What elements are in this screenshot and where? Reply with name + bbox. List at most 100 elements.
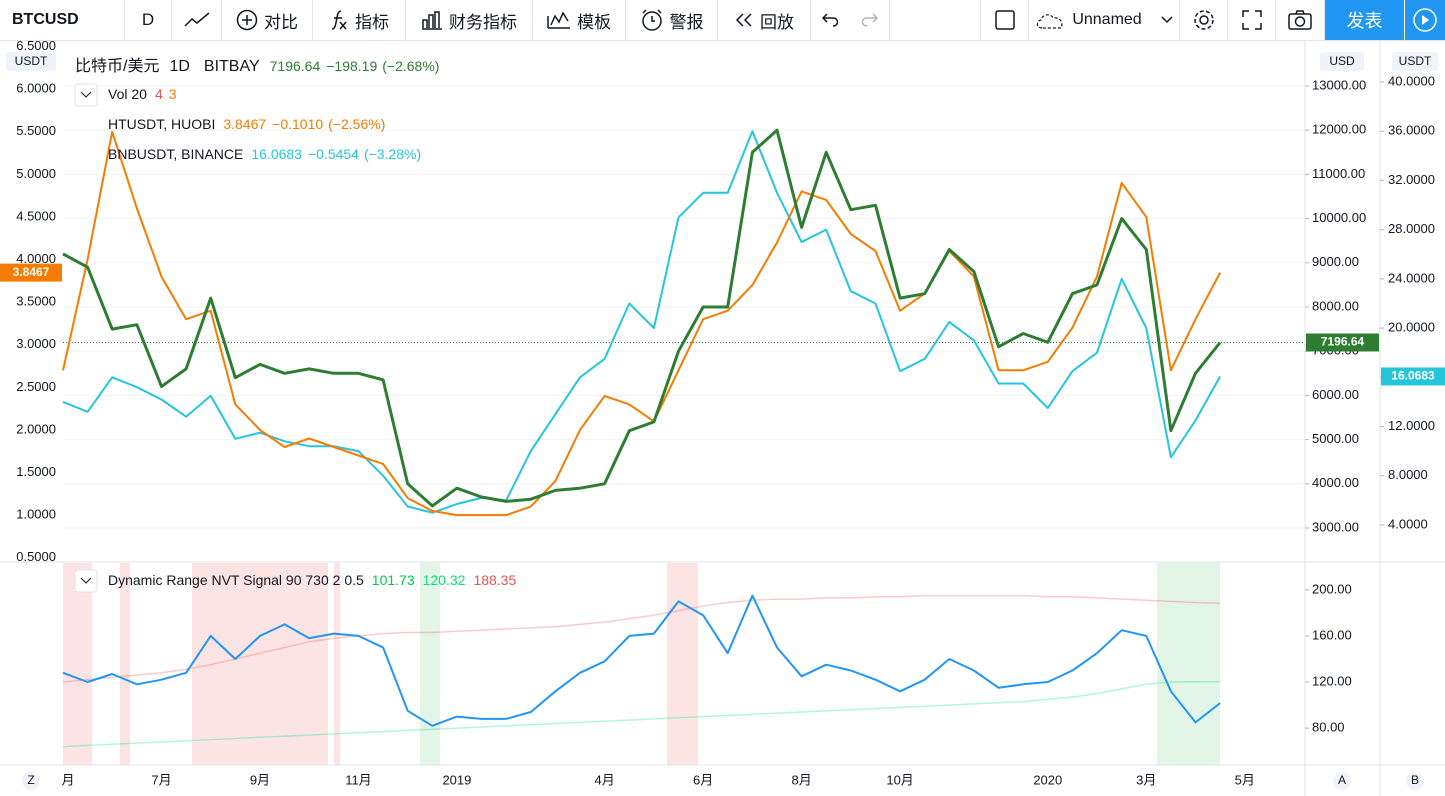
- series-last: 16.0683: [251, 146, 302, 162]
- x-tick-label: 3月: [1136, 772, 1156, 787]
- x-tick-label: 10月: [886, 772, 913, 787]
- y-tick-label: 4.0000: [16, 251, 56, 266]
- settings-button[interactable]: [1180, 0, 1228, 40]
- volume-label: Vol 20: [108, 86, 147, 102]
- axis-unit-box: [6, 52, 56, 71]
- icon: [994, 10, 1015, 30]
- x-tick-label: 8月: [791, 772, 811, 787]
- alert-button[interactable]: 警报: [626, 0, 718, 40]
- icon: [422, 11, 442, 30]
- collapse-button[interactable]: [74, 569, 98, 593]
- y-tick-label: 13000.00: [1312, 77, 1366, 92]
- price-label: 16.0683: [1391, 369, 1435, 383]
- interval-button[interactable]: D: [125, 0, 172, 40]
- change-pct: (−3.28%): [364, 146, 421, 162]
- last-price: 7196.64: [270, 58, 321, 74]
- series-line: [62, 594, 1221, 727]
- fullscreen-button[interactable]: [1228, 0, 1276, 40]
- templates-button[interactable]: 模板: [533, 0, 626, 40]
- y-tick-label: 6000.00: [1312, 387, 1359, 402]
- x-tick-label: 月: [61, 772, 74, 787]
- interval: 1D: [169, 58, 189, 75]
- y-tick-label: 20.0000: [1388, 320, 1435, 335]
- layout-button[interactable]: Unnamed: [1029, 0, 1180, 40]
- label: 警报: [669, 12, 704, 32]
- auto-button[interactable]: [1333, 772, 1351, 790]
- icon: [1193, 10, 1214, 30]
- x-tick-label: 11月: [345, 772, 372, 787]
- y-tick-label: 160.00: [1312, 627, 1352, 642]
- chart-style[interactable]: [172, 0, 222, 40]
- volume-legend: Vol 20 4 3: [108, 86, 177, 102]
- shade: [120, 563, 130, 765]
- shade: [63, 563, 92, 765]
- undo[interactable]: [821, 12, 841, 28]
- indicator-value: 101.73: [372, 572, 415, 588]
- indicator-value: 188.35: [473, 572, 516, 588]
- financials-button[interactable]: 财务指标: [406, 0, 533, 40]
- compare-button[interactable]: 对比: [222, 0, 313, 40]
- y-tick-label: 28.0000: [1388, 221, 1435, 236]
- axis-unit: USDT: [15, 54, 48, 68]
- series-line: [62, 594, 1221, 683]
- icon: [1288, 10, 1312, 30]
- icon: [641, 9, 662, 31]
- indicators-button[interactable]: 指标: [313, 0, 406, 40]
- toolbar: BTCUSD D 对比 指标 财务指标 模板 警报 回放 Unnamed 发表: [0, 0, 1445, 41]
- shade: [1157, 563, 1220, 765]
- y-tick-label: 3.5000: [16, 294, 56, 309]
- y-tick-label: 4.5000: [16, 208, 56, 223]
- shade: [192, 563, 328, 765]
- series-line: [62, 130, 1221, 514]
- b-button[interactable]: [1406, 772, 1424, 790]
- change: −0.1010: [272, 116, 323, 132]
- icon: [547, 11, 570, 29]
- main-legend: 比特币/美元 1D BITBAY 7196.64 −198.19 (−2.68%): [75, 57, 439, 75]
- compare-legend: BNBUSDT, BINANCE 16.0683 −0.5454 (−3.28%): [108, 146, 421, 162]
- select-button[interactable]: [980, 0, 1029, 40]
- series-name: HTUSDT, HUOBI: [108, 116, 215, 132]
- redo[interactable]: [859, 12, 879, 28]
- replay-button[interactable]: 回放: [718, 0, 811, 40]
- label: 对比: [264, 12, 298, 32]
- play-button[interactable]: [1405, 0, 1445, 40]
- x-tick-label: 9月: [250, 772, 270, 787]
- y-tick-label: 5.5000: [16, 123, 56, 138]
- collapse-button[interactable]: [74, 83, 98, 107]
- y-tick-label: 8000.00: [1312, 298, 1359, 313]
- y-tick-label: 9000.00: [1312, 254, 1359, 269]
- icon: [735, 13, 752, 27]
- label: Unnamed: [1072, 11, 1142, 28]
- chevron: [80, 91, 92, 98]
- indicator-legend: Dynamic Range NVT Signal 90 730 2 0.5 101…: [108, 572, 516, 588]
- series-last: 3.8467: [223, 116, 266, 132]
- snapshot-button[interactable]: [1276, 0, 1325, 40]
- y-tick-label: 1.0000: [16, 507, 56, 522]
- label: 财务指标: [449, 12, 517, 32]
- shading: [63, 563, 1220, 765]
- y-tick-label: 12.0000: [1388, 418, 1435, 433]
- x-tick-label: 2019: [442, 772, 471, 787]
- y-tick-label: 0.5000: [16, 549, 56, 564]
- z-button[interactable]: [22, 772, 40, 790]
- indicator-title: Dynamic Range NVT Signal 90 730 2 0.5: [108, 572, 364, 588]
- y-tick-label: 36.0000: [1388, 123, 1435, 138]
- symbol-name: 比特币/美元: [75, 57, 159, 75]
- y-tick-label: 12000.00: [1312, 122, 1366, 137]
- icon: [1037, 14, 1063, 29]
- symbol-search[interactable]: BTCUSD: [0, 0, 125, 40]
- icon: [1161, 16, 1173, 24]
- axis-unit-box: [1392, 52, 1438, 71]
- change: −0.5454: [308, 146, 359, 162]
- y-tick-label: 3000.00: [1312, 519, 1359, 534]
- icon: [1241, 10, 1262, 30]
- y-tick-label: 11000.00: [1312, 166, 1365, 181]
- icon: [236, 9, 258, 31]
- series-name: BNBUSDT, BINANCE: [108, 146, 243, 162]
- publish-button[interactable]: 发表: [1325, 0, 1405, 40]
- change-pct: (−2.68%): [382, 58, 439, 74]
- y-tick-label: 32.0000: [1388, 172, 1435, 187]
- y-tick-label: 4.0000: [1388, 516, 1428, 531]
- y-tick-label: 2.0000: [16, 421, 56, 436]
